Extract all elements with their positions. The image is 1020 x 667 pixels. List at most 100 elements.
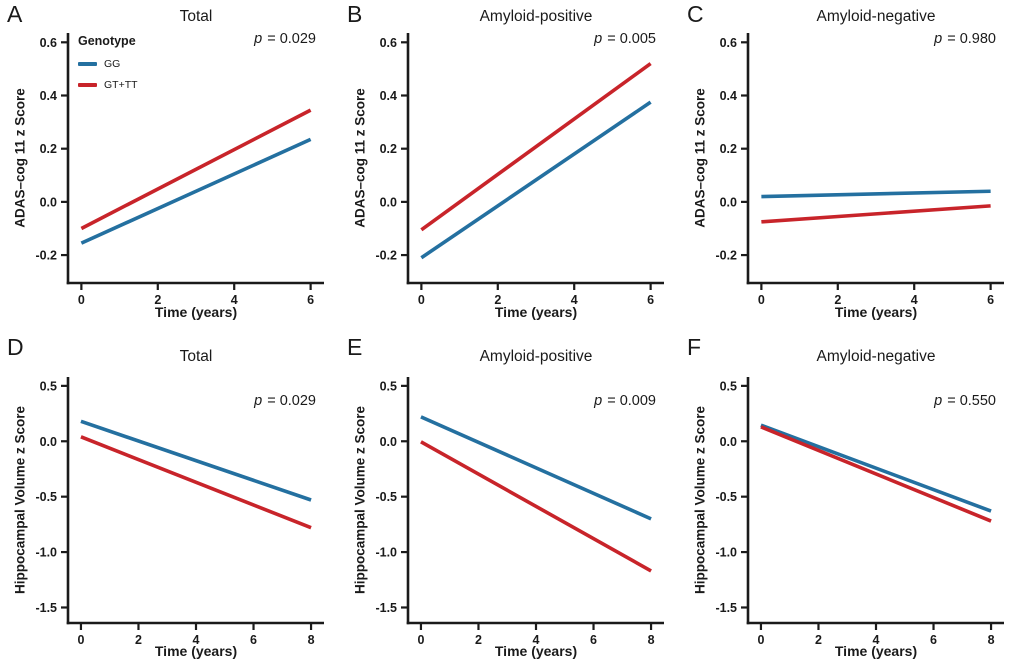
x-tick-label: 4 [533, 633, 540, 647]
legend: Genotype GG GT+TT [78, 34, 138, 91]
y-tick-label: -1.0 [715, 546, 737, 560]
y-tick-label: 0.6 [720, 36, 737, 50]
series-line-gt-tt [80, 108, 312, 231]
x-tick-label: 4 [911, 293, 918, 307]
p-symbol: p [594, 393, 603, 409]
y-tick-label: 0.2 [40, 142, 57, 156]
y-tick-label: 0.4 [380, 89, 397, 103]
panel-title: Total [179, 8, 213, 25]
p-value-text: = 0.550 [943, 393, 996, 409]
x-tick-label: 0 [78, 293, 85, 307]
x-tick-label: 2 [815, 633, 822, 647]
x-axis-label: Time (years) [494, 643, 578, 659]
panel-title: Amyloid-positive [479, 8, 593, 25]
y-tick-label: 0.0 [720, 435, 737, 449]
y-tick-label: -0.2 [375, 249, 397, 263]
y-tick-label: -0.2 [715, 249, 737, 263]
y-tick-label: 0.0 [40, 195, 57, 209]
series-line-gg [420, 100, 652, 260]
panel-letter: D [7, 334, 24, 360]
plot-area: 0.6 0.4 0.2 0.0 -0.2 0 2 4 6 [715, 33, 1004, 307]
p-symbol: p [594, 31, 603, 47]
panel-letter: B [347, 1, 363, 27]
legend-label-gt-tt: GT+TT [104, 79, 138, 91]
y-tick-label: 0.5 [380, 379, 397, 393]
y-tick-label: -0.2 [35, 249, 57, 263]
x-tick-label: 0 [418, 293, 425, 307]
x-tick-label: 6 [307, 293, 314, 307]
plot-area: 0.6 0.4 0.2 0.0 -0.2 0 2 4 6 [35, 33, 324, 307]
x-tick-label: 2 [475, 633, 482, 647]
x-tick-label: 6 [250, 633, 257, 647]
p-value-annotation: p = 0.005 [594, 31, 656, 47]
p-value-text: = 0.029 [263, 31, 316, 47]
y-tick-label: -0.5 [35, 490, 57, 504]
y-tick-label: 0.2 [720, 142, 737, 156]
p-value-annotation: p = 0.009 [594, 393, 656, 409]
y-tick-label: 0.4 [40, 89, 57, 103]
x-tick-label: 6 [987, 293, 994, 307]
series-line-gg [761, 189, 991, 199]
y-tick-label: 0.5 [40, 379, 57, 393]
x-tick-label: 0 [417, 633, 424, 647]
panel-a: A Total p = 0.029 ADAS–cog 11 z Score 0.… [0, 0, 340, 334]
p-value-text: = 0.005 [603, 31, 656, 47]
x-tick-label: 0 [758, 293, 765, 307]
legend-item-gg: GG [78, 58, 138, 70]
y-tick-label: 0.4 [720, 89, 737, 103]
x-tick-label: 2 [834, 293, 841, 307]
y-tick-label: -1.0 [35, 546, 57, 560]
p-value-text: = 0.980 [943, 31, 996, 47]
x-tick-label: 6 [930, 633, 937, 647]
series-line-gt-tt [80, 435, 312, 530]
p-symbol: p [254, 393, 263, 409]
panel-b: B Amyloid-positive p = 0.005 ADAS–cog 11… [340, 0, 680, 334]
panel-title: Total [179, 348, 213, 365]
panel-e: E Amyloid-positive p = 0.009 Hippocampal… [340, 333, 680, 667]
y-tick-label: -1.5 [35, 601, 57, 615]
x-tick-label: 6 [590, 633, 597, 647]
x-tick-label: 0 [77, 633, 84, 647]
x-axis-label: Time (years) [154, 304, 238, 320]
series-line-gt-tt [761, 204, 991, 224]
y-tick-label: 0.0 [40, 435, 57, 449]
panel-title: Amyloid-negative [816, 8, 936, 25]
x-tick-label: 8 [308, 633, 315, 647]
gt-tt-line-swatch [78, 83, 97, 87]
p-value-text: = 0.029 [263, 393, 316, 409]
p-value-annotation: p = 0.029 [254, 393, 316, 409]
series-line-gt-tt [420, 62, 652, 232]
x-tick-label: 2 [154, 293, 161, 307]
x-axis-label: Time (years) [834, 643, 918, 659]
legend-item-gt-tt: GT+TT [78, 79, 138, 91]
panel-letter: A [7, 1, 23, 27]
x-tick-label: 8 [988, 633, 995, 647]
plot-area: 0.5 0.0 -0.5 -1.0 -1.5 0 2 4 6 8 [715, 377, 1004, 647]
p-value-annotation: p = 0.550 [934, 393, 996, 409]
series-line-gt-tt [420, 440, 652, 573]
y-tick-label: 0.5 [720, 379, 737, 393]
series-line-gg [420, 415, 652, 521]
p-symbol: p [254, 31, 263, 47]
x-axis-label: Time (years) [494, 304, 578, 320]
series-line-gg [80, 137, 312, 245]
x-tick-label: 4 [193, 633, 200, 647]
y-tick-label: -1.5 [715, 601, 737, 615]
y-tick-label: -0.5 [715, 490, 737, 504]
series-line-gg [760, 423, 992, 513]
plot-area: 0.5 0.0 -0.5 -1.0 -1.5 0 2 4 6 8 [375, 377, 664, 647]
y-tick-label: -0.5 [375, 490, 397, 504]
y-tick-label: -1.0 [375, 546, 397, 560]
p-symbol: p [934, 393, 943, 409]
y-tick-label: 0.0 [380, 195, 397, 209]
panel-letter: F [687, 334, 702, 360]
x-tick-label: 0 [757, 633, 764, 647]
panel-d: D Total p = 0.029 Hippocampal Volume z S… [0, 333, 340, 667]
panel-title: Amyloid-negative [816, 348, 936, 365]
x-tick-label: 4 [571, 293, 578, 307]
y-tick-label: 0.2 [380, 142, 397, 156]
panel-title: Amyloid-positive [479, 348, 593, 365]
plot-area: 0.6 0.4 0.2 0.0 -0.2 0 2 4 6 [375, 33, 664, 307]
y-tick-label: 0.0 [380, 435, 397, 449]
